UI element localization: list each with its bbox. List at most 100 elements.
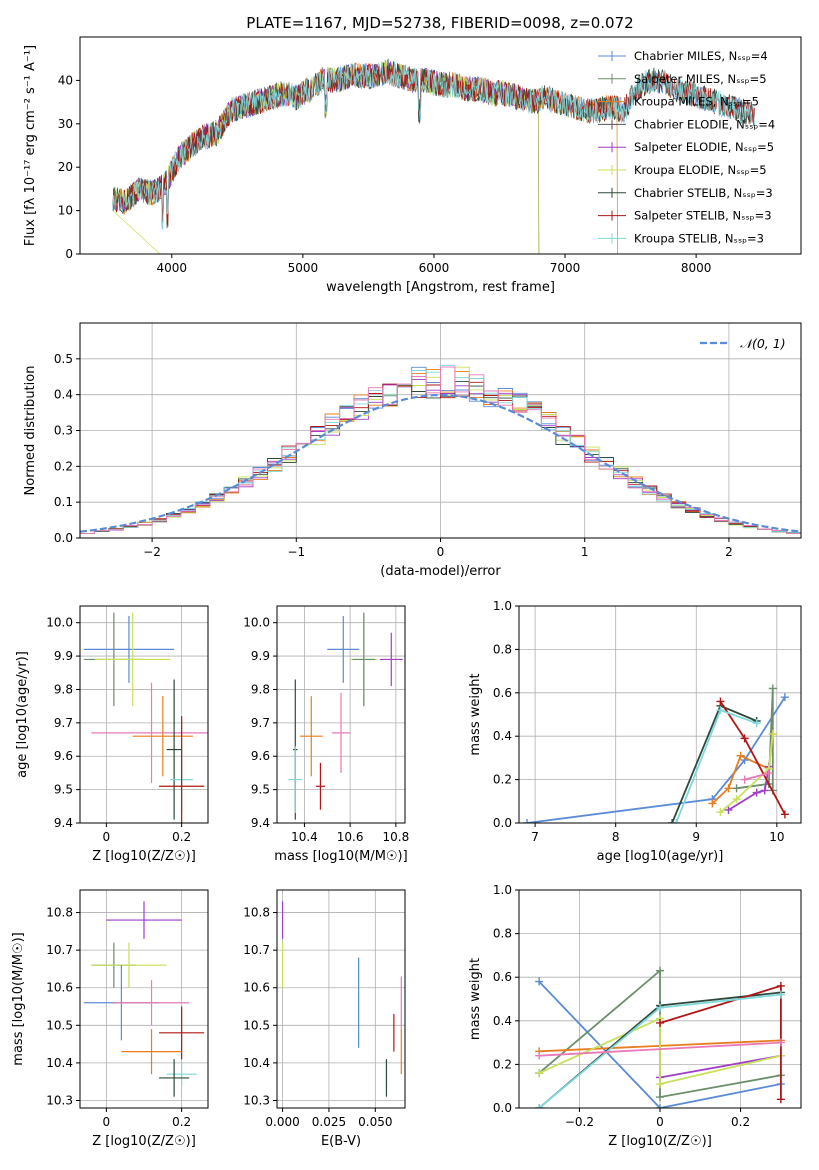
- y-tick-label: 10.8: [243, 906, 270, 920]
- weight-point-marker: [716, 706, 725, 715]
- y-tick-label: 10.7: [243, 943, 270, 957]
- spectrum-series-line: [112, 62, 755, 229]
- age-vs-mass-marks: [288, 612, 403, 820]
- y-axis-label: Normed distribution: [23, 366, 38, 496]
- error-bar-point: [91, 682, 208, 783]
- y-tick-label: 10.8: [46, 906, 73, 920]
- x-axis-label: Z [log10(Z/Z☉)]: [92, 1134, 196, 1149]
- y-axis-label: mass weight: [468, 673, 483, 755]
- residual-histogram: [80, 366, 801, 538]
- residuals-axes: −2 −1 0 1 2 0.0 0.1 0.2 0.3 0.4 0.5 (data-model)/er…: [23, 322, 802, 579]
- error-bar-point: [166, 679, 182, 820]
- y-tick-label: 20: [58, 160, 73, 174]
- error-bar-point: [352, 612, 376, 707]
- y-tick-label: 10.0: [243, 616, 270, 630]
- y-axis-label: age [log10(age/yr)]: [15, 651, 30, 778]
- spectrum-legend: Chabrier MILES, Nₛₛₚ=4 Salpeter MILES, Nₛ…: [598, 49, 775, 245]
- weight-point-marker: [672, 819, 681, 823]
- weight-vs-age-panel: 7 8 9 10 0.0 0.2 0.4 0.6 0.8 1.0 age [log10(age/yr…: [468, 599, 802, 864]
- y-axis-label: Flux [fλ 10⁻¹⁷ erg cm⁻² s⁻¹ A⁻¹]: [23, 45, 38, 246]
- y-tick-label: 9.5: [54, 783, 73, 797]
- y-tick-label: 0.0: [493, 816, 512, 830]
- weight-point-marker: [776, 981, 785, 990]
- residuals-panel: −2 −1 0 1 2 0.0 0.1 0.2 0.3 0.4 0.5 (data-model)/er…: [23, 322, 802, 579]
- y-tick-label: 0.2: [54, 459, 73, 473]
- error-bar-point: [132, 696, 193, 777]
- x-tick-label: 0.2: [731, 1115, 750, 1129]
- mass-vs-reddening-panel: 0.000 0.025 0.050 10.3 10.4 10.5 10.6 10.7 10.8 E…: [243, 889, 406, 1149]
- x-tick-label: 0.000: [265, 1115, 299, 1129]
- error-bar-point: [121, 1029, 182, 1075]
- weight-point-marker: [656, 1080, 664, 1089]
- y-tick-label: 0.3: [54, 424, 73, 438]
- x-tick-label: 7000: [550, 261, 581, 275]
- legend-entry: Chabrier MILES, Nₛₛₚ=4: [634, 49, 768, 63]
- age-vs-mass-panel: 10.4 10.6 10.8 9.4 9.5 9.6 9.7 9.8 9.9 10.0 mass […: [243, 605, 409, 864]
- x-axis-label: age [log10(age/yr)]: [597, 849, 724, 864]
- figure-title: PLATE=1167, MJD=52738, FIBERID=0098, z=0…: [246, 14, 633, 32]
- y-tick-label: 0.2: [493, 773, 512, 787]
- y-tick-label: 10.0: [46, 616, 73, 630]
- weight-point-marker: [523, 819, 532, 823]
- weight-point-marker: [656, 1093, 664, 1102]
- mass-vs-EBV-marks: [281, 901, 402, 1097]
- x-tick-label: 8000: [681, 261, 712, 275]
- spectrum-panel: 4000 5000 6000 7000 8000 0 10 20 30 40 wavelength …: [23, 36, 802, 295]
- legend-entry: Kroupa STELIB, Nₛₛₚ=3: [634, 231, 764, 245]
- weight-point-marker: [776, 1095, 785, 1104]
- legend-entry: Kroupa ELODIE, Nₛₛₚ=5: [634, 163, 767, 177]
- y-tick-label: 9.4: [251, 816, 270, 830]
- y-tick-label: 9.6: [54, 749, 73, 763]
- error-bar-point: [299, 696, 323, 777]
- x-tick-label: 0: [437, 545, 445, 559]
- x-tick-label: 0.025: [312, 1115, 346, 1129]
- y-tick-label: 0.6: [493, 970, 512, 984]
- residuals-marks: [80, 365, 801, 538]
- y-tick-label: 9.6: [251, 749, 270, 763]
- y-tick-label: 1.0: [493, 599, 512, 613]
- legend-entry: Chabrier STELIB, Nₛₛₚ=3: [634, 186, 773, 200]
- error-bar-point: [331, 692, 351, 773]
- y-tick-label: 10.6: [46, 981, 73, 995]
- x-tick-label: 2: [725, 545, 733, 559]
- y-tick-label: 0: [65, 247, 73, 261]
- weight-point-marker: [752, 719, 761, 728]
- error-bar-point: [159, 1006, 205, 1060]
- weight-point-marker: [752, 788, 761, 797]
- x-tick-label: 0: [103, 830, 111, 844]
- weight-point-marker: [716, 697, 725, 706]
- weight-point-marker: [740, 734, 749, 743]
- axes-frame: [518, 605, 802, 824]
- weight-vs-Z-marks: [535, 966, 785, 1108]
- weight-series-line: [538, 980, 782, 1108]
- weight-series-line: [526, 696, 786, 823]
- y-tick-label: 9.7: [54, 716, 73, 730]
- age-vs-Z-marks: [83, 612, 208, 823]
- y-tick-label: 0.0: [54, 531, 73, 545]
- x-axis-label: E(B-V): [321, 1134, 361, 1149]
- error-bar-point: [379, 632, 403, 687]
- spectrum-marks: [112, 58, 755, 254]
- mass-vs-Z-marks: [83, 901, 205, 1097]
- weight-point-marker: [656, 1104, 664, 1108]
- weight-point-marker: [724, 805, 733, 814]
- weight-point-marker: [656, 966, 664, 975]
- x-tick-label: 7: [531, 830, 539, 844]
- weight-point-marker: [708, 799, 717, 808]
- legend-entry: Chabrier ELODIE, Nₛₛₚ=4: [634, 117, 775, 131]
- normal-curve: [80, 393, 801, 533]
- y-tick-label: 9.8: [54, 682, 73, 696]
- error-bar-point: [106, 901, 182, 939]
- weight-point-marker: [776, 1038, 785, 1047]
- y-tick-label: 0.8: [493, 642, 512, 656]
- error-bar-point: [315, 762, 325, 810]
- weight-point-marker: [776, 990, 785, 999]
- y-tick-label: 0.6: [493, 686, 512, 700]
- mass-vs-Z-axes: 0 0.2 10.3 10.4 10.5 10.6 10.7 10.8 Z [log10(Z/Z…: [11, 889, 209, 1149]
- x-axis-label: wavelength [Angstrom, rest frame]: [326, 280, 555, 295]
- weight-point-marker: [740, 775, 749, 784]
- y-tick-label: 0.4: [493, 1014, 512, 1028]
- weight-point-marker: [764, 769, 773, 778]
- error-bar-point: [159, 1059, 190, 1097]
- y-axis-label: mass [log10(M/M☉)]: [11, 932, 26, 1065]
